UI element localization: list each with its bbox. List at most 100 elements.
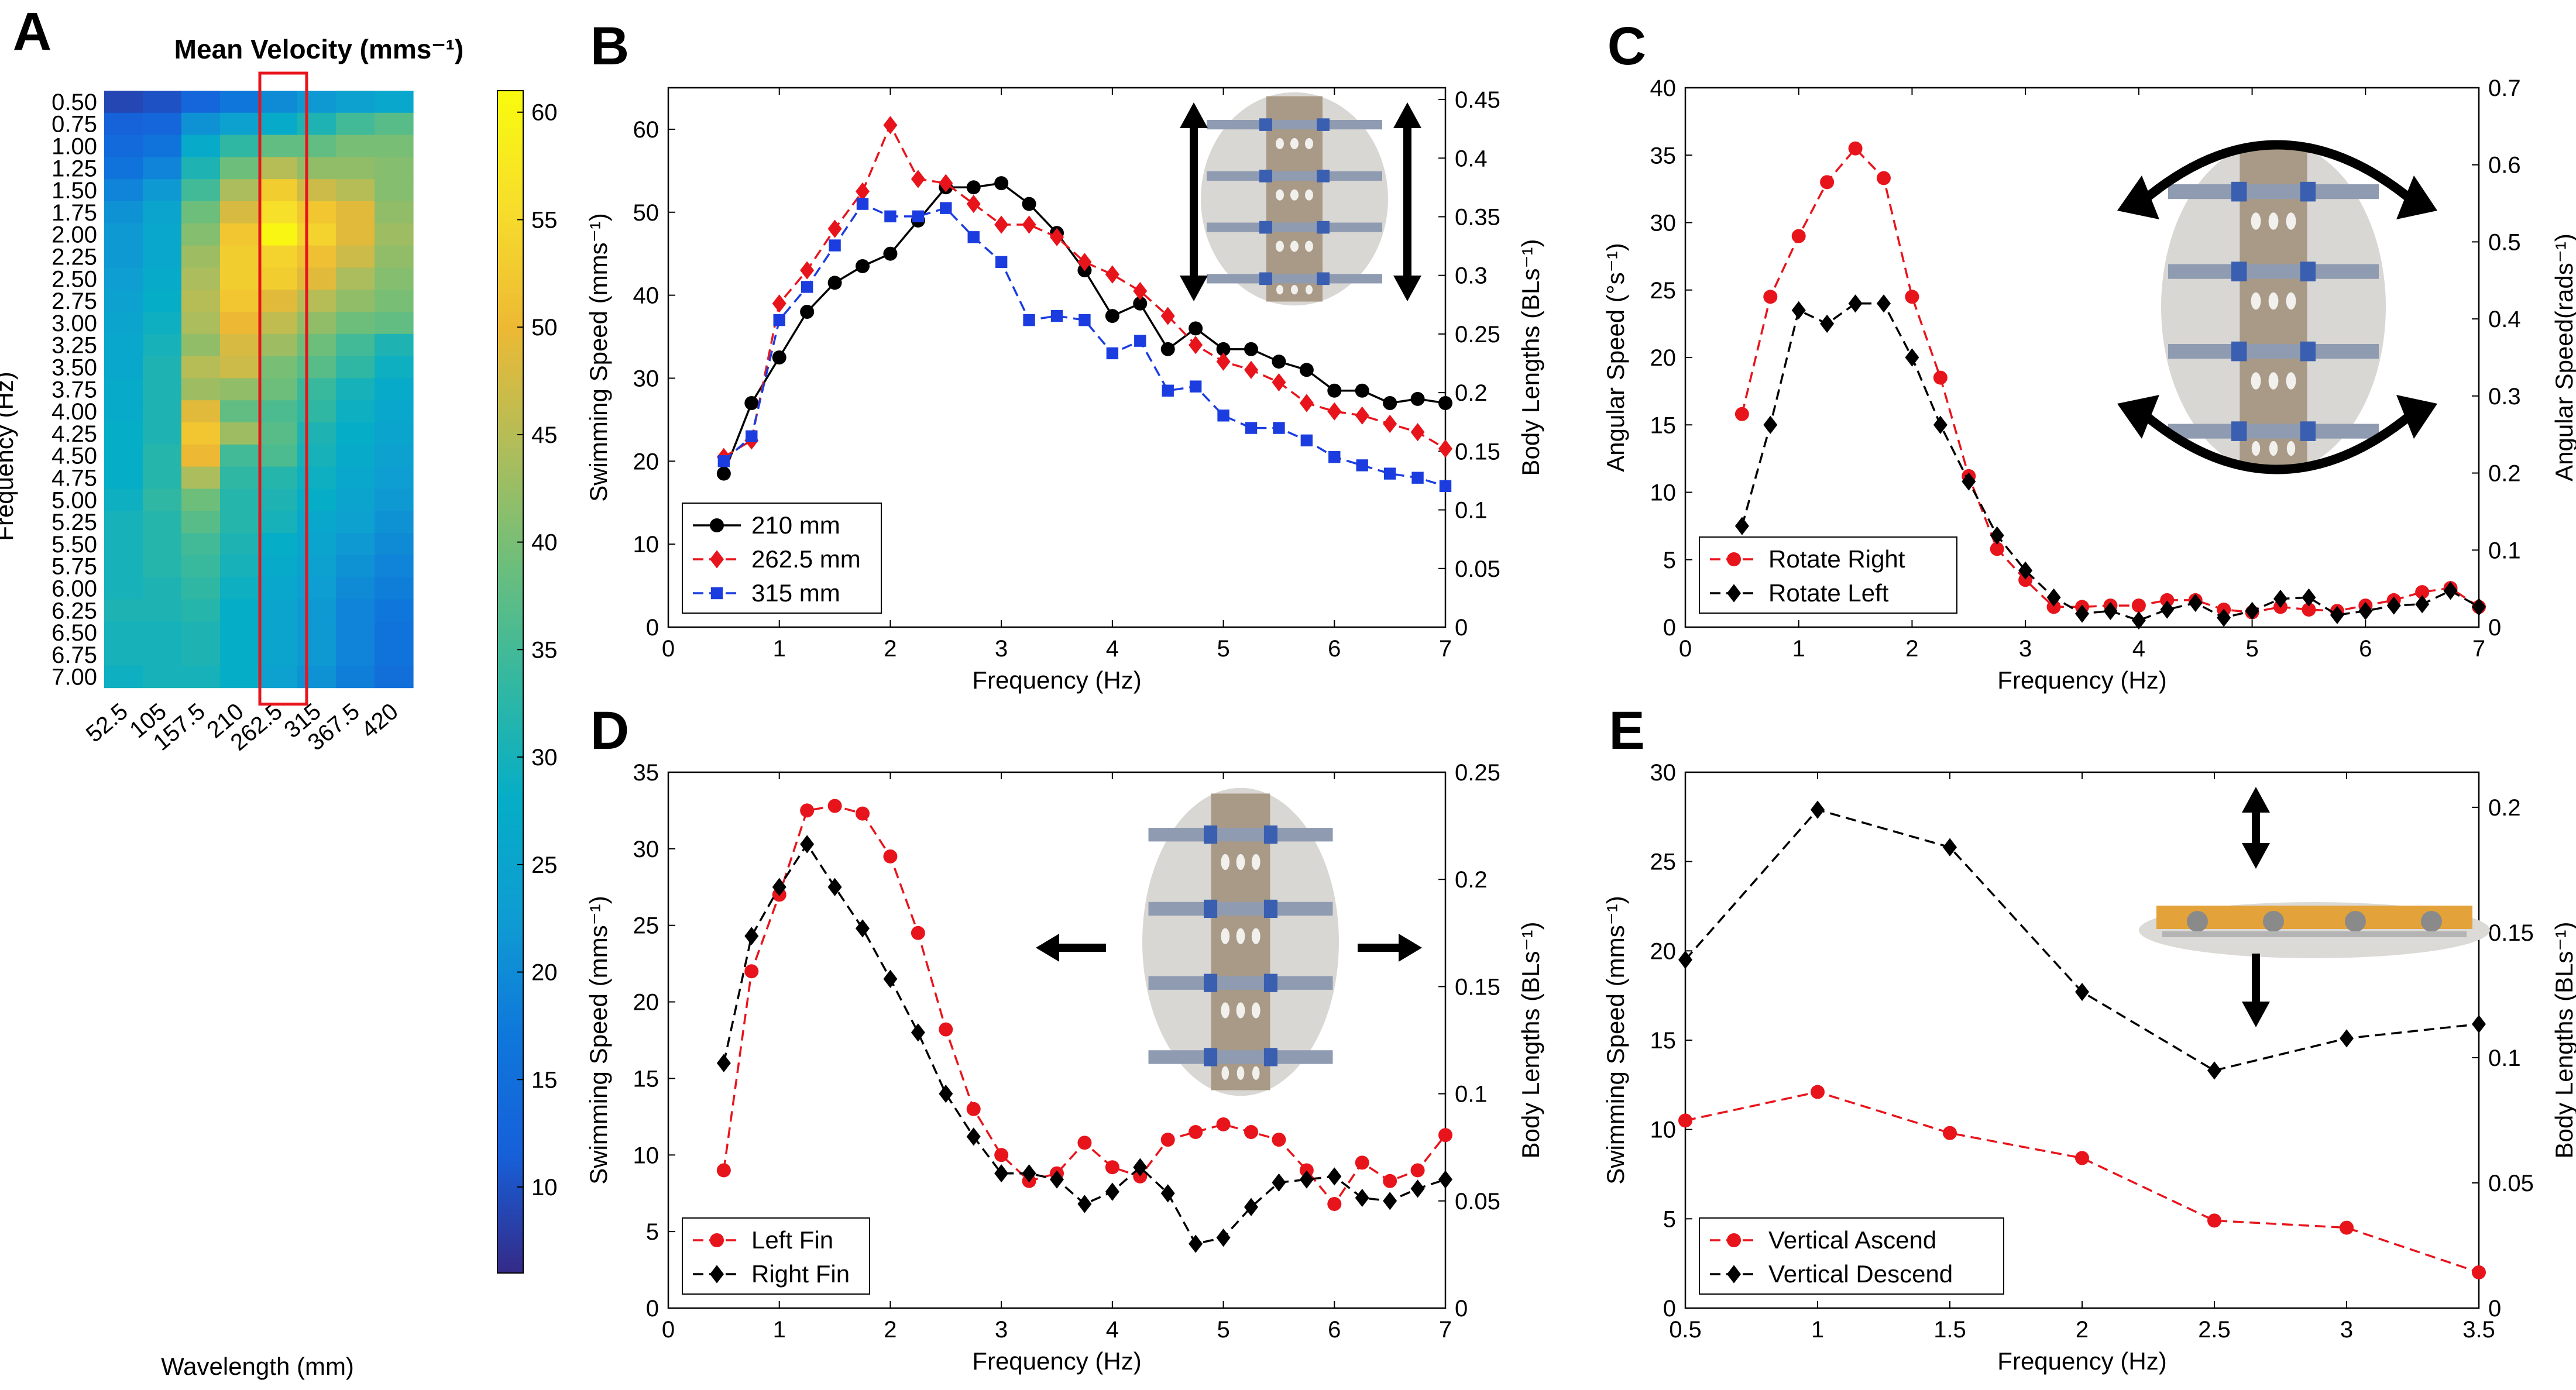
colorbar-tick-label: 40 xyxy=(531,530,558,556)
data-point xyxy=(2103,601,2118,620)
data-point xyxy=(1383,1192,1397,1210)
y2-tick-label: 0.05 xyxy=(1455,1189,1500,1214)
data-point xyxy=(966,1102,981,1116)
heatmap-cell xyxy=(181,400,221,423)
y-tick-label: 4.50 xyxy=(51,443,97,469)
heatmap-cell xyxy=(143,466,182,489)
y2-tick-label: 0.4 xyxy=(2488,307,2521,332)
data-point xyxy=(1933,415,1948,434)
data-point xyxy=(1022,197,1036,211)
heatmap-cell xyxy=(181,312,221,335)
heatmap-cell xyxy=(220,555,259,578)
data-point xyxy=(2386,596,2401,615)
data-point xyxy=(1905,348,1919,367)
y-tick-label: 5.00 xyxy=(51,487,97,513)
heatmap-title: Mean Velocity (mms⁻¹) xyxy=(174,34,464,64)
data-point xyxy=(2415,585,2430,600)
data-point xyxy=(2075,982,2089,1002)
y2-tick-label: 0 xyxy=(1455,615,1468,641)
heatmap-cell xyxy=(297,555,336,578)
data-point xyxy=(883,116,898,135)
heatmap-cell xyxy=(297,577,336,600)
arrow-head-icon xyxy=(1180,102,1208,128)
legend-marker xyxy=(710,1265,724,1284)
y2-tick-label: 0.25 xyxy=(1455,760,1500,786)
y-tick-label: 1.25 xyxy=(51,156,97,181)
data-point xyxy=(772,350,786,364)
heatmap-cell xyxy=(220,511,259,534)
data-point xyxy=(827,799,842,813)
data-point xyxy=(2472,597,2486,617)
legend-label: 210 mm xyxy=(751,511,840,539)
heatmap-cell xyxy=(143,356,182,379)
colorbar-tick-label: 10 xyxy=(531,1175,558,1200)
data-point xyxy=(2207,1213,2221,1228)
heatmap-cell xyxy=(104,179,143,202)
y-tick-label: 10 xyxy=(633,532,660,558)
data-point xyxy=(801,281,813,293)
heatmap-cell xyxy=(104,356,143,379)
data-point xyxy=(1328,451,1341,463)
data-point xyxy=(1410,391,1425,406)
heatmap-cell xyxy=(143,444,182,467)
arrow-head-icon xyxy=(1393,102,1421,128)
legend-marker xyxy=(1727,1265,1741,1284)
data-point xyxy=(1272,373,1286,392)
heatmap-cell xyxy=(181,135,221,157)
heatmap-cell xyxy=(375,577,414,600)
heatmap-cell xyxy=(104,333,143,357)
data-point xyxy=(911,170,925,188)
legend: Rotate Right Rotate Left xyxy=(1699,536,1957,614)
data-point xyxy=(994,215,1009,234)
y2-axis-label: Angular Speed(rads⁻¹) xyxy=(2550,233,2576,481)
data-point xyxy=(1356,459,1368,472)
data-point xyxy=(1438,439,1452,458)
data-point xyxy=(939,1085,953,1103)
data-point xyxy=(1189,1234,1203,1253)
heatmap-cell xyxy=(220,356,259,379)
data-point xyxy=(1216,342,1231,356)
heatmap-cell xyxy=(259,378,298,401)
data-point xyxy=(1734,517,1749,535)
y-tick-label: 5 xyxy=(1663,548,1676,573)
y2-tick-label: 0 xyxy=(2488,1296,2501,1322)
y-tick-label: 2.00 xyxy=(51,222,97,248)
heatmap-cell xyxy=(104,488,143,511)
heatmap-cell xyxy=(143,312,182,335)
data-point xyxy=(1791,301,1806,319)
colorbar-tick-label: 15 xyxy=(531,1067,558,1093)
data-point xyxy=(2075,1151,2089,1165)
heatmap-cell xyxy=(143,267,182,290)
heatmap-cell xyxy=(104,444,143,467)
data-point xyxy=(744,927,759,945)
data-point xyxy=(1134,335,1146,347)
heatmap-cell xyxy=(297,644,336,666)
x-tick-label: 3 xyxy=(995,1317,1008,1343)
data-point xyxy=(716,1163,731,1178)
heatmap-cell xyxy=(336,577,375,600)
data-point xyxy=(1105,309,1119,324)
y-tick-label: 1.50 xyxy=(51,178,97,204)
heatmap-cell xyxy=(220,179,259,202)
y2-tick-label: 0.7 xyxy=(2488,75,2521,101)
heatmap-cell xyxy=(259,533,298,556)
data-point xyxy=(1355,1155,1369,1170)
heatmap-cell xyxy=(104,644,143,666)
arrow-head-icon xyxy=(2242,843,2270,869)
heatmap-cell xyxy=(336,599,375,622)
heatmap-cell xyxy=(104,466,143,489)
heatmap-cell xyxy=(220,665,259,689)
heatmap-cell xyxy=(143,511,182,534)
data-point xyxy=(1077,1136,1092,1150)
data-point xyxy=(1133,1169,1148,1183)
heatmap-cell xyxy=(336,91,375,113)
y-axis-label: Swimming Speed (mms⁻¹) xyxy=(585,896,612,1185)
data-point xyxy=(856,806,870,821)
data-point xyxy=(773,314,785,326)
heatmap-cell xyxy=(104,422,143,445)
data-point xyxy=(1272,355,1286,369)
data-point xyxy=(856,182,870,201)
data-point xyxy=(1678,951,1692,969)
heatmap-cell xyxy=(181,577,221,600)
rotate-arrow-top xyxy=(2138,140,2417,206)
